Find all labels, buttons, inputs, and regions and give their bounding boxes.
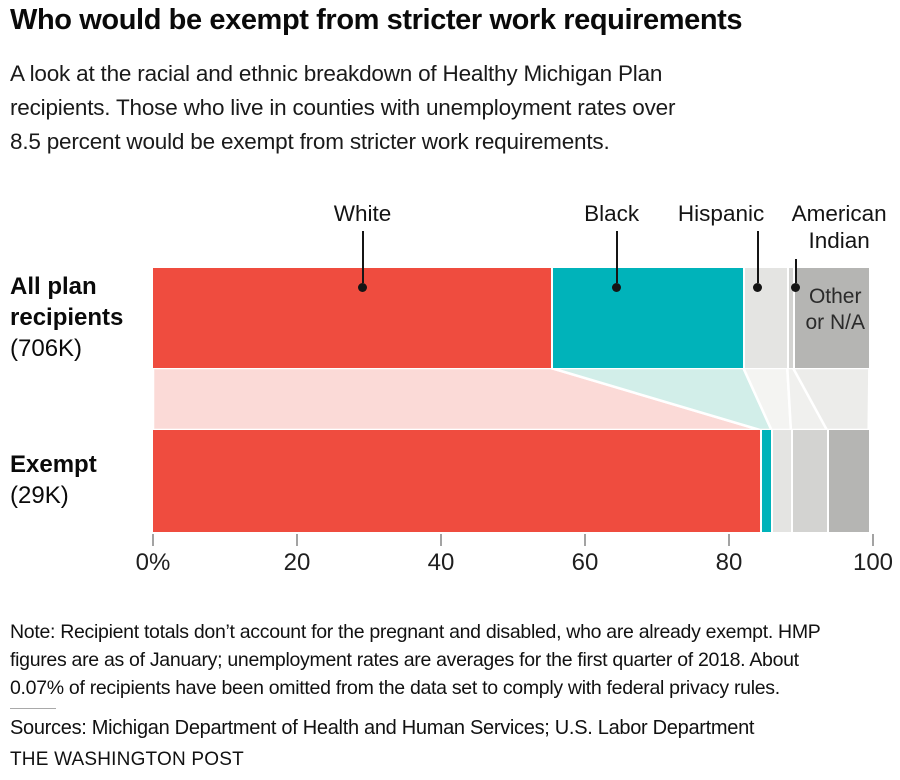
x-axis-tick-label: 40	[427, 549, 455, 576]
publisher-credit: THE WASHINGTON POST	[10, 749, 244, 770]
bar-segment-all-plan-recipients-hispanic	[745, 268, 788, 368]
bar-label-line: Exempt	[10, 451, 97, 478]
bar-segment-all-plan-recipients-white	[153, 268, 552, 368]
flow-white	[153, 368, 761, 430]
bar-segment-all-plan-recipients-black	[553, 268, 744, 368]
x-axis-tick	[296, 534, 298, 546]
flow-other-or-n-a	[791, 368, 871, 430]
flow-hispanic	[742, 368, 793, 430]
bar-segment-exempt-white	[153, 430, 760, 532]
x-axis-tick	[728, 534, 730, 546]
category-leader-white	[361, 231, 364, 283]
x-axis-tick	[440, 534, 442, 546]
x-axis-tick	[152, 534, 154, 546]
category-label-line: White	[333, 201, 392, 226]
category-label-american-indian: American Indian	[792, 200, 887, 254]
footer-divider	[10, 708, 56, 709]
category-label-hispanic: Hispanic	[678, 200, 764, 227]
bar-label-line: All plan	[10, 273, 97, 300]
bar-label-all-plan-recipients: All plan recipients (706K)	[10, 271, 150, 364]
category-dot-hispanic	[753, 282, 763, 292]
bar-segment-exempt-other-or-n-a	[828, 430, 869, 532]
page-title: Who would be exempt from stricter work r…	[10, 4, 743, 36]
bar-sublabel: (29K)	[10, 482, 69, 509]
bar-label-exempt: Exempt (29K)	[10, 449, 150, 511]
category-leader-american-indian	[794, 259, 797, 283]
x-axis-tick-label: 80	[715, 549, 743, 576]
bar-segment-exempt-american-indian	[792, 430, 827, 532]
segment-inline-label: Other or N/A	[805, 284, 865, 336]
bar-segment-exempt-black	[761, 430, 772, 532]
category-label-line: Indian	[808, 228, 870, 253]
category-leader-black	[615, 231, 618, 283]
category-label-black: Black	[584, 200, 639, 227]
flow-black	[550, 368, 773, 430]
bar-segment-all-plan-recipients-other-or-n-a	[795, 268, 870, 368]
stacked-bar-flow-chart: All plan recipients (706K) Exempt (29K) White…	[10, 200, 894, 576]
bar-segment-exempt-hispanic	[773, 430, 791, 532]
category-dot-black	[612, 282, 622, 292]
x-axis-tick	[872, 534, 874, 546]
segment-inline-label-line: or N/A	[805, 311, 865, 334]
category-label-line: American	[791, 201, 887, 226]
chart-sources: Sources: Michigan Department of Health a…	[10, 717, 755, 739]
x-axis-tick-label: 0%	[135, 549, 171, 576]
flow-american-indian	[786, 368, 829, 430]
x-axis-tick	[584, 534, 586, 546]
subtitle-line: recipients. Those who live in counties w…	[10, 95, 676, 120]
note-line: figures are as of January; unemployment …	[10, 649, 799, 671]
category-dot-american-indian	[791, 282, 801, 292]
note-line: 0.07% of recipients have been omitted fr…	[10, 677, 780, 699]
chart-subtitle: A look at the racial and ethnic breakdow…	[10, 57, 675, 159]
category-leader-hispanic	[756, 231, 759, 283]
bar-label-line: recipients	[10, 304, 124, 331]
bar-sublabel: (706K)	[10, 335, 83, 362]
subtitle-line: 8.5 percent would be exempt from stricte…	[10, 129, 610, 154]
category-label-white: White	[334, 200, 392, 227]
category-dot-white	[358, 282, 368, 292]
subtitle-line: A look at the racial and ethnic breakdow…	[10, 61, 663, 86]
x-axis-tick-label: 60	[571, 549, 599, 576]
segment-inline-label-line: Other	[808, 285, 862, 308]
note-line: Note: Recipient totals don’t account for…	[10, 621, 821, 643]
category-label-line: Hispanic	[677, 201, 765, 226]
x-axis-tick-label: 100	[852, 549, 894, 576]
x-axis-tick-label: 20	[283, 549, 311, 576]
flow-connectors	[153, 368, 871, 430]
chart-note: Note: Recipient totals don’t account for…	[10, 618, 821, 702]
category-label-line: Black	[584, 201, 640, 226]
bar-segment-all-plan-recipients-american-indian	[789, 268, 794, 368]
